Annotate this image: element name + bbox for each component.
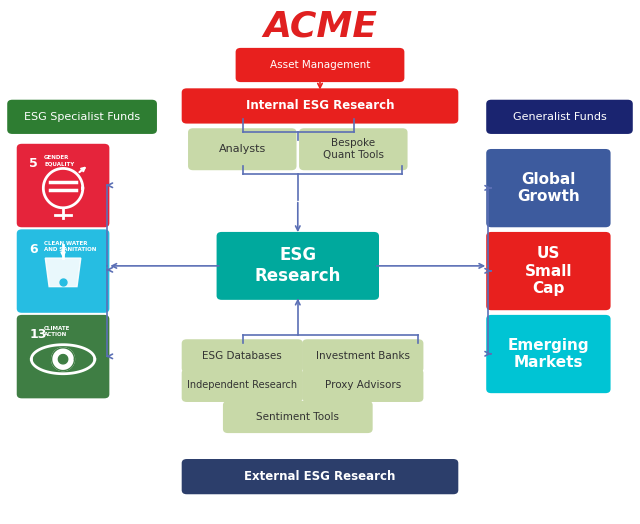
- Text: ACME: ACME: [263, 9, 377, 43]
- FancyBboxPatch shape: [223, 401, 372, 433]
- FancyBboxPatch shape: [299, 128, 408, 170]
- Text: ESG Specialist Funds: ESG Specialist Funds: [24, 112, 140, 122]
- Polygon shape: [45, 258, 81, 287]
- Text: Independent Research: Independent Research: [188, 380, 298, 390]
- FancyBboxPatch shape: [182, 459, 458, 494]
- Text: Bespoke
Quant Tools: Bespoke Quant Tools: [323, 138, 384, 160]
- FancyBboxPatch shape: [486, 232, 611, 310]
- FancyBboxPatch shape: [302, 339, 424, 373]
- FancyBboxPatch shape: [17, 315, 109, 398]
- Text: GENDER
EQUALITY: GENDER EQUALITY: [44, 155, 74, 166]
- Text: 6: 6: [29, 243, 38, 256]
- FancyBboxPatch shape: [216, 232, 379, 300]
- Text: US
Small
Cap: US Small Cap: [525, 246, 572, 296]
- FancyBboxPatch shape: [486, 315, 611, 393]
- FancyBboxPatch shape: [188, 128, 296, 170]
- Text: Investment Banks: Investment Banks: [316, 351, 410, 361]
- Polygon shape: [58, 355, 68, 364]
- FancyBboxPatch shape: [236, 48, 404, 82]
- FancyBboxPatch shape: [182, 369, 303, 402]
- Text: Analysts: Analysts: [219, 144, 266, 154]
- Text: Generalist Funds: Generalist Funds: [513, 112, 606, 122]
- Text: ESG Databases: ESG Databases: [202, 351, 282, 361]
- Text: Asset Management: Asset Management: [270, 60, 370, 70]
- FancyBboxPatch shape: [7, 100, 157, 134]
- FancyBboxPatch shape: [302, 369, 424, 402]
- FancyBboxPatch shape: [182, 339, 303, 373]
- Text: 5: 5: [29, 157, 38, 170]
- Text: ESG
Research: ESG Research: [255, 246, 341, 285]
- Text: Proxy Advisors: Proxy Advisors: [324, 380, 401, 390]
- FancyBboxPatch shape: [486, 149, 611, 227]
- Text: Global
Growth: Global Growth: [517, 172, 580, 204]
- FancyBboxPatch shape: [17, 230, 109, 313]
- Polygon shape: [52, 348, 74, 370]
- Text: CLEAN WATER
AND SANITATION: CLEAN WATER AND SANITATION: [44, 241, 97, 252]
- Text: Internal ESG Research: Internal ESG Research: [246, 100, 394, 113]
- Text: CLIMATE
ACTION: CLIMATE ACTION: [44, 326, 70, 337]
- Text: External ESG Research: External ESG Research: [244, 470, 396, 483]
- Text: Sentiment Tools: Sentiment Tools: [256, 412, 339, 422]
- Text: 13: 13: [29, 329, 47, 341]
- FancyBboxPatch shape: [486, 100, 633, 134]
- Text: Emerging
Markets: Emerging Markets: [508, 338, 589, 370]
- FancyBboxPatch shape: [17, 144, 109, 227]
- FancyBboxPatch shape: [182, 89, 458, 124]
